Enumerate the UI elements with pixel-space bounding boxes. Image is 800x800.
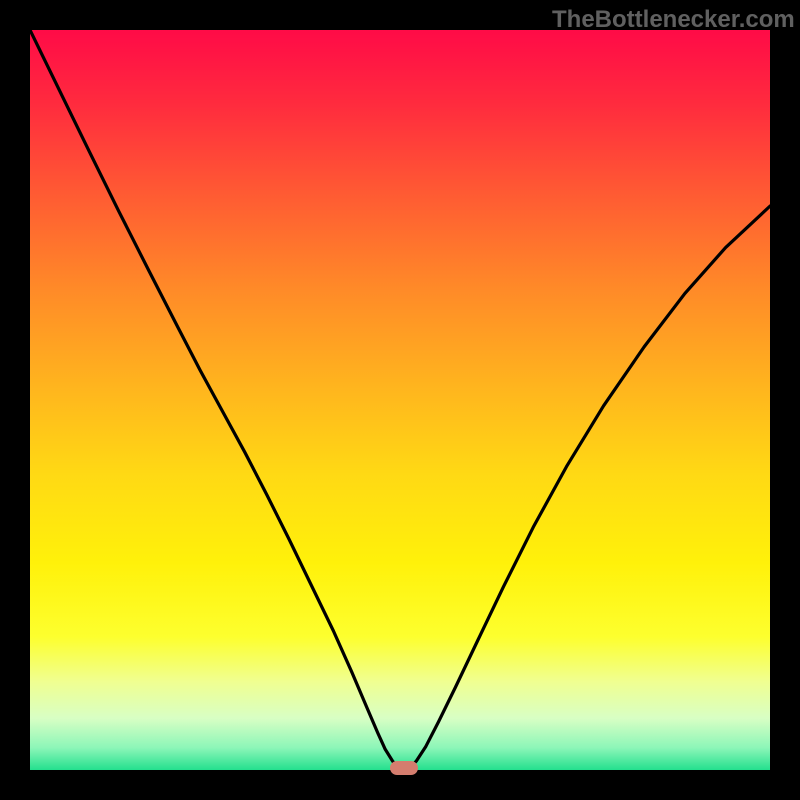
optimum-marker — [390, 761, 418, 775]
chart-frame: TheBottlenecker.com — [0, 0, 800, 800]
bottleneck-curve — [30, 30, 770, 770]
watermark-text: TheBottlenecker.com — [552, 6, 795, 34]
plot-area — [30, 30, 770, 770]
